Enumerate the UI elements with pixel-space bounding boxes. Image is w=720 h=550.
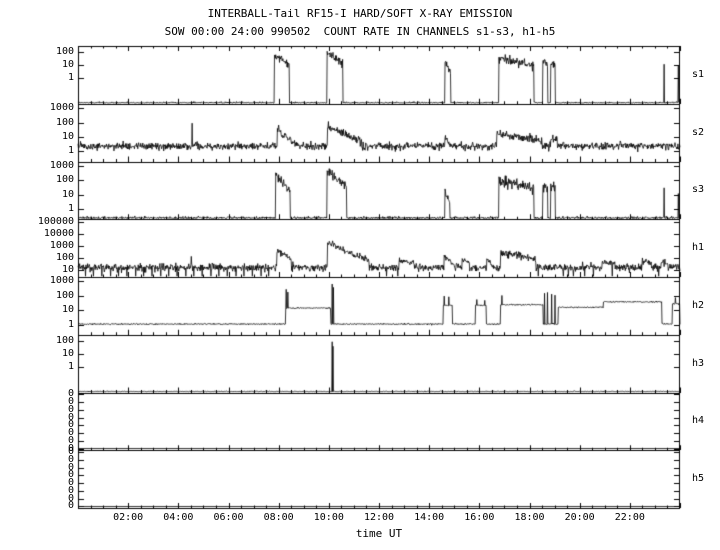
y-tick-label: 100: [55, 174, 74, 186]
x-tick-label: 14:00: [414, 512, 445, 523]
y-tick-label: 10: [61, 304, 74, 316]
y-tick-label: 10: [61, 188, 74, 200]
y-tick-label: 0: [67, 403, 74, 415]
y-tick-label: 0: [67, 419, 74, 431]
y-tick-label: 0: [67, 442, 74, 454]
y-tick-label: 10000: [43, 227, 74, 239]
y-tick-label: 100: [55, 46, 74, 58]
y-tick-label: 10: [61, 59, 74, 71]
y-tick-label: 10: [61, 263, 74, 275]
y-tick-label: 1: [67, 360, 74, 372]
y-tick-label: 1: [67, 145, 74, 157]
y-tick-label: 0: [67, 427, 74, 439]
panel-label: s1: [692, 68, 705, 80]
x-tick-label: 06:00: [213, 512, 244, 523]
x-tick-label: 22:00: [614, 512, 645, 523]
panel-label: h2: [692, 299, 705, 311]
y-tick-label: 0: [67, 477, 74, 489]
x-tick-label: 16:00: [464, 512, 495, 523]
y-tick-label: 0: [67, 484, 74, 496]
y-tick-label: 0: [67, 411, 74, 423]
y-tick-label: 1000: [49, 275, 74, 287]
y-tick-label: 100: [55, 116, 74, 128]
x-tick-label: 12:00: [363, 512, 395, 523]
y-tick-label: 0: [67, 445, 74, 457]
panel-label: h5: [692, 473, 705, 485]
panel-label: h1: [692, 242, 705, 254]
x-tick-label: 20:00: [564, 512, 595, 523]
y-tick-label: 1000: [49, 159, 74, 171]
x-tick-label: 02:00: [113, 512, 144, 523]
y-tick-label: 0: [67, 461, 74, 473]
y-tick-label: 100000: [37, 215, 74, 227]
y-tick-label: 0: [67, 435, 74, 446]
y-tick-label: 0: [67, 492, 74, 504]
y-tick-label: 1: [67, 318, 74, 330]
x-tick-label: 18:00: [514, 512, 545, 523]
panel-label: h4: [692, 415, 705, 427]
y-tick-label: 0: [67, 396, 74, 408]
y-tick-label: 0: [67, 500, 74, 512]
panel-label: s2: [692, 126, 705, 138]
y-tick-label: 10: [61, 130, 74, 142]
y-tick-label: 0: [67, 453, 74, 465]
y-tick-label: 1000: [49, 102, 74, 114]
y-tick-label: 1: [67, 72, 74, 84]
y-tick-label: 100: [55, 251, 74, 263]
y-tick-label: 100: [55, 289, 74, 301]
y-tick-label: 1000: [49, 239, 74, 251]
y-tick-label: 0: [67, 469, 74, 481]
y-tick-label: 0: [67, 388, 74, 400]
y-tick-label: 100: [55, 335, 74, 347]
x-tick-label: 10:00: [313, 512, 344, 523]
y-tick-label: 10: [61, 348, 74, 359]
x-axis-title: time UT: [355, 527, 403, 540]
x-tick-label: 04:00: [163, 512, 194, 523]
panel-label: s3: [692, 184, 705, 196]
panel-label: h3: [692, 357, 705, 369]
x-tick-label: 08:00: [263, 512, 294, 523]
y-tick-label: 1: [67, 203, 74, 215]
